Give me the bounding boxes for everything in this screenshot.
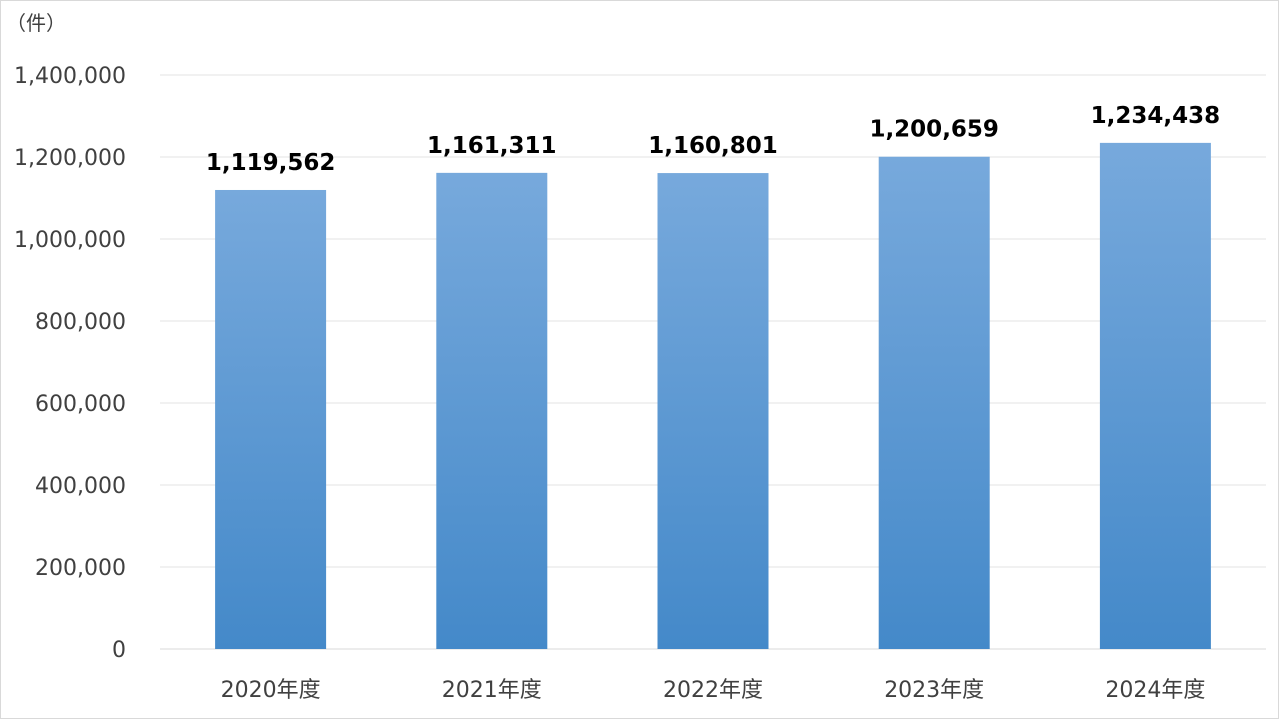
bar: [215, 189, 327, 649]
y-tick-label: 0: [112, 638, 126, 663]
y-axis-unit-label: （件）: [6, 11, 66, 35]
bars: [215, 142, 1211, 650]
bar: [436, 172, 548, 649]
gridlines: [160, 74, 1266, 650]
x-category-label: 2023年度: [884, 678, 984, 703]
y-tick-label: 400,000: [35, 474, 126, 499]
bar: [878, 156, 990, 650]
x-category-label: 2022年度: [663, 678, 763, 703]
y-tick-label: 1,200,000: [14, 146, 126, 171]
data-label: 1,119,562: [206, 150, 336, 176]
y-tick-label: 800,000: [35, 310, 126, 335]
data-label: 1,161,311: [427, 133, 557, 159]
bar: [657, 173, 769, 649]
data-label: 1,160,801: [648, 133, 778, 159]
data-label: 1,200,659: [869, 117, 999, 143]
x-category-label: 2021年度: [442, 678, 542, 703]
data-label: 1,234,438: [1091, 103, 1221, 129]
x-axis-categories: 2020年度 2021年度 2022年度 2023年度 2024年度: [221, 678, 1206, 703]
x-category-label: 2020年度: [221, 678, 321, 703]
bar: [1099, 142, 1211, 649]
y-axis-ticks: 0 200,000 400,000 600,000 800,000 1,000,000 1,…: [14, 64, 126, 663]
x-category-label: 2024年度: [1105, 678, 1205, 703]
y-tick-label: 200,000: [35, 556, 126, 581]
data-labels: 1,119,562 1,161,311 1,160,801 1,200,659 1,23…: [206, 103, 1220, 176]
y-tick-label: 1,400,000: [14, 64, 126, 89]
y-tick-label: 600,000: [35, 392, 126, 417]
y-tick-label: 1,000,000: [14, 228, 126, 253]
